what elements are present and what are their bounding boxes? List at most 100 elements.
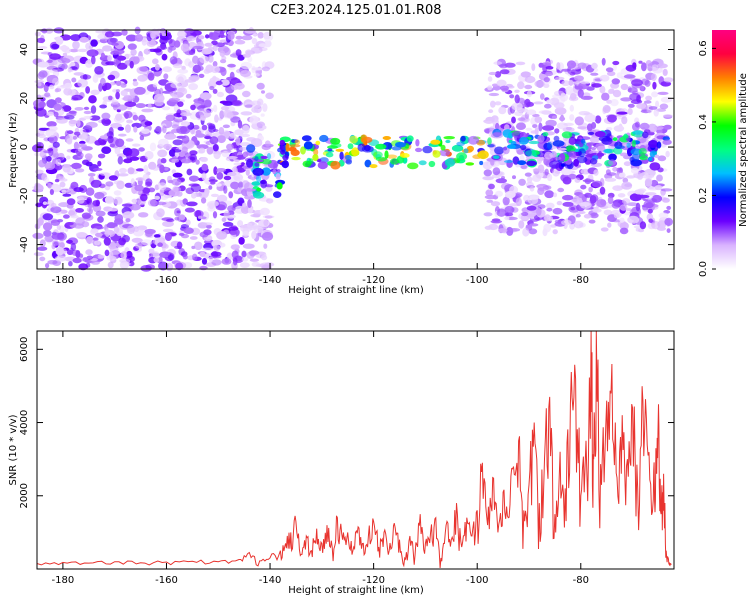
spectrogram-blob [97, 153, 106, 159]
spectrogram-blob [583, 214, 592, 219]
spectrogram-blob [552, 192, 558, 198]
spectrogram-blob [313, 148, 319, 156]
spectrogram-blob [261, 231, 274, 241]
spectrogram-blob [152, 83, 158, 88]
spectrogram-blob [148, 248, 155, 254]
spectrogram-blob [556, 62, 561, 70]
spectrogram-blob [541, 110, 552, 115]
spectrogram-blob [509, 94, 515, 99]
spectrogram-blob [38, 159, 46, 168]
spectrogram-blob [524, 172, 532, 177]
spectrogram-blob [524, 75, 536, 84]
spectrogram-blob [238, 146, 248, 151]
spectrogram-blob [213, 244, 221, 251]
spectrogram-blob [65, 222, 74, 226]
spectrogram-blob [66, 130, 74, 135]
spectrogram-blob [226, 156, 238, 160]
spectrogram-blob [490, 201, 501, 207]
colorbar-ticks: 0.0 0.2 0.4 0.6 [698, 40, 716, 277]
snr-x-tick-label: -80 [573, 575, 589, 586]
spectrogram-blob [121, 29, 128, 36]
spectrogram-blob [68, 261, 73, 267]
spectrogram-blob [216, 194, 228, 203]
spectrogram-blob [241, 257, 249, 262]
spectrogram-blob [189, 150, 198, 156]
spectrogram-blob [157, 158, 162, 167]
spectrogram-blob [591, 62, 598, 69]
spectrogram-blob [537, 134, 545, 143]
spectrogram-blob [351, 147, 360, 157]
spectrogram-blob [498, 106, 507, 115]
spectrogram-blob [168, 97, 181, 102]
spectrogram-blob [524, 209, 537, 218]
spectrogram-blob [635, 202, 641, 212]
spectrogram-blob [546, 61, 551, 65]
spectrogram-blob [345, 154, 352, 161]
spectrogram-blob [55, 246, 64, 256]
spectrogram-blob [38, 46, 48, 49]
spectrogram-blob [578, 148, 586, 158]
spectrogram-blob [109, 251, 114, 260]
spectrogram-blob [494, 101, 502, 106]
spectrogram-blob [253, 73, 260, 77]
spectrogram-blob [630, 167, 639, 174]
spectrogram-blob [479, 160, 484, 166]
spectrogram-blob [89, 115, 101, 121]
spectrogram-blob [644, 178, 653, 187]
spectrogram-blob [536, 155, 543, 165]
spectrogram-blob [490, 100, 496, 108]
spectrogram-blob [561, 80, 571, 87]
spectrogram-blob [55, 97, 62, 103]
spectrogram-blob [101, 112, 111, 120]
spectrogram-blob [53, 111, 59, 117]
spectrogram-blob [41, 28, 48, 34]
spectrogram-blob [223, 185, 228, 194]
spectrogram-blob [117, 126, 125, 131]
spectrogram-blob [335, 148, 345, 152]
spectrogram-blob [44, 176, 49, 184]
spectrogram-blob [574, 177, 581, 183]
spectrogram-blob [47, 59, 53, 63]
spectrogram-blob [59, 242, 65, 249]
spectrogram-blob [234, 82, 245, 90]
spectrogram-blob [59, 181, 66, 188]
spectrogram-blob [651, 91, 659, 98]
spectrogram-blob [415, 139, 420, 147]
spectrogram-blob [515, 197, 522, 207]
spectrogram-blob [627, 215, 640, 224]
spectrogram-blob [135, 242, 143, 249]
spectrogram-blob [54, 255, 67, 262]
spectrogram-blob [67, 67, 72, 73]
spectrogram-blob [264, 215, 273, 219]
spectrogram-blob [247, 206, 253, 214]
spectrogram-blob [252, 33, 257, 37]
spectrogram-blob [217, 151, 223, 155]
spectrogram-blob [192, 253, 198, 261]
spectrogram-blob [137, 74, 148, 82]
spectrogram-blob [536, 207, 542, 216]
spectrogram-blob [127, 43, 137, 50]
spectrogram-blob [44, 27, 54, 34]
figure-title: C2E3.2024.125.01.01.R08 [270, 3, 441, 18]
spectrogram-blob [230, 116, 241, 123]
spectrogram-blob [245, 49, 253, 55]
spectrogram-blob [49, 84, 55, 90]
spectrogram-blob [406, 135, 414, 142]
spectrogram-blob [146, 39, 157, 48]
spectrogram-blob [492, 131, 502, 137]
spectrogram-blob [37, 61, 49, 68]
spectrogram-blob [649, 162, 661, 171]
spectrogram-blob [54, 59, 63, 68]
spectrogram-blob [87, 173, 96, 177]
spectrogram-blob [102, 45, 113, 52]
spectrogram-blob [54, 179, 60, 183]
spectrogram-blob [50, 202, 57, 208]
spectrogram-blob [192, 45, 204, 50]
spectrogram-blob [662, 114, 673, 118]
spectrogram-blob [83, 257, 89, 261]
spectrogram-blob [651, 64, 659, 71]
spectrogram-blob [49, 189, 55, 195]
spectrogram-blob [201, 247, 214, 251]
spectrogram-blob [198, 215, 203, 219]
spectrogram-blob [201, 172, 207, 181]
